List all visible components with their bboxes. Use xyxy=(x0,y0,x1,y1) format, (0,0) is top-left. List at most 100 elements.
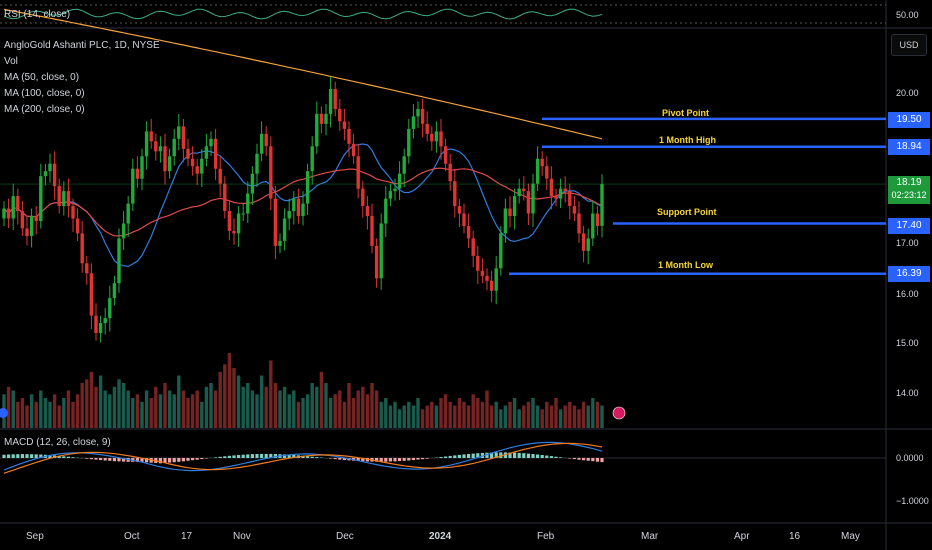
x-axis-label: 2024 xyxy=(429,531,452,542)
candle-body xyxy=(443,146,448,164)
candle-body xyxy=(328,89,333,114)
candle-body xyxy=(503,208,508,234)
macd-histogram-bar xyxy=(172,458,176,463)
candle-body xyxy=(540,158,544,167)
volume-bar xyxy=(232,368,236,428)
volume-bar xyxy=(43,398,48,428)
candle-body xyxy=(365,206,370,217)
macd-histogram-bar xyxy=(476,453,480,458)
candle-body xyxy=(94,315,98,333)
ma100-line xyxy=(3,167,603,237)
volume-bar xyxy=(66,390,71,428)
volume-bar xyxy=(29,394,34,429)
ma100-indicator-label[interactable]: MA (100, close, 0) xyxy=(4,88,85,99)
volume-bar xyxy=(361,386,365,429)
volume-bar xyxy=(430,401,434,429)
x-axis-label: May xyxy=(841,531,860,542)
macd-histogram-bar xyxy=(66,456,70,458)
volume-bar xyxy=(117,379,121,429)
volume-bar xyxy=(568,401,572,429)
candle-body xyxy=(434,131,439,142)
volume-bar xyxy=(204,386,209,429)
macd-tick: −1.0000 xyxy=(896,496,929,506)
macd-histogram-bar xyxy=(568,458,572,459)
candle-body xyxy=(11,196,15,219)
ma200-indicator-label[interactable]: MA (200, close, 0) xyxy=(4,104,85,115)
macd-signal-line xyxy=(3,442,603,474)
candle-body xyxy=(172,138,176,157)
candle-body xyxy=(420,108,425,124)
candle-body xyxy=(117,238,121,284)
macd-histogram-bar xyxy=(186,458,190,461)
candle-body xyxy=(75,218,80,234)
volume-bar xyxy=(246,383,250,428)
macd-histogram-bar xyxy=(402,458,406,461)
volume-bar xyxy=(223,364,227,429)
macd-histogram-bar xyxy=(421,458,425,460)
volume-bar xyxy=(301,398,305,428)
candle-body xyxy=(531,183,535,214)
x-axis-label: Feb xyxy=(537,531,555,542)
macd-histogram-bar xyxy=(7,454,11,458)
candle-body xyxy=(259,133,264,154)
volume-bar xyxy=(494,401,498,429)
macd-histogram-bar xyxy=(407,458,411,461)
candle-body xyxy=(149,131,153,142)
candle-body xyxy=(181,126,186,149)
volume-bar xyxy=(186,398,190,428)
dividend-icon xyxy=(0,408,8,418)
candle-body xyxy=(236,213,241,234)
macd-histogram-bar xyxy=(223,456,227,458)
candle-body xyxy=(411,116,416,129)
candle-body xyxy=(103,318,107,324)
candle-body xyxy=(466,226,471,239)
candle-body xyxy=(190,158,195,167)
volume-bar xyxy=(80,383,84,428)
volume-bar xyxy=(195,390,199,428)
volume-bar xyxy=(34,401,38,429)
candle-body xyxy=(98,323,103,334)
macd-histogram-bar xyxy=(536,454,540,458)
candle-body xyxy=(471,238,475,256)
volume-bar xyxy=(577,409,581,429)
symbol-title[interactable]: AngloGold Ashanti PLC, 1D, NYSE xyxy=(4,40,160,51)
candle-body xyxy=(591,213,595,239)
candle-body xyxy=(485,275,489,281)
price-tick: 15.00 xyxy=(896,338,919,348)
volume-bar xyxy=(236,375,241,428)
volume-bar xyxy=(135,394,140,429)
volume-bar xyxy=(535,405,540,428)
candle-body xyxy=(85,263,89,274)
currency-button[interactable]: USD xyxy=(891,34,927,56)
candle-body xyxy=(278,240,282,246)
macd-histogram-bar xyxy=(218,456,222,458)
volume-bar xyxy=(489,405,494,428)
volume-bar xyxy=(411,405,416,428)
vol-indicator-label[interactable]: Vol xyxy=(4,56,18,67)
rsi-label: RSI (14, close) xyxy=(4,9,71,20)
macd-histogram-bar xyxy=(108,458,112,461)
macd-histogram-bar xyxy=(158,458,162,464)
candle-body xyxy=(384,198,388,224)
macd-histogram-bar xyxy=(356,458,360,461)
macd-histogram-bar xyxy=(411,458,415,461)
candle-body xyxy=(200,158,204,174)
candle-body xyxy=(361,188,365,206)
volume-bar xyxy=(471,394,475,429)
volume-bar xyxy=(517,409,521,429)
macd-histogram-bar xyxy=(453,455,457,458)
candle-body xyxy=(439,131,443,147)
ma50-indicator-label[interactable]: MA (50, close, 0) xyxy=(4,72,80,83)
macd-histogram-bar xyxy=(264,453,268,458)
volume-bar xyxy=(499,409,503,429)
volume-bar xyxy=(39,390,43,428)
volume-bar xyxy=(407,401,411,429)
macd-histogram-bar xyxy=(163,458,167,463)
candle-body xyxy=(568,191,572,206)
candle-body xyxy=(167,156,172,172)
macd-histogram-bar xyxy=(292,455,296,458)
macd-histogram-bar xyxy=(135,458,139,462)
macd-histogram-bar xyxy=(361,458,365,462)
volume-bar xyxy=(305,394,310,429)
